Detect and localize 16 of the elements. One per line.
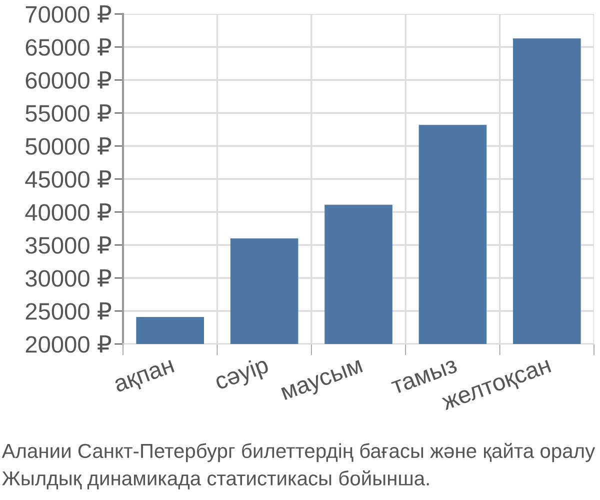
y-tick-label: 25000 ₽: [26, 302, 112, 320]
y-tick-label: 60000 ₽: [26, 71, 112, 89]
y-tick-label: 40000 ₽: [25, 203, 112, 221]
y-tick-label: 65000 ₽: [26, 38, 112, 56]
y-tick-label: 30000 ₽: [26, 269, 112, 287]
x-tick-label: ақпан: [114, 360, 176, 397]
y-tick-label: 50000 ₽: [26, 137, 112, 155]
y-tick-label: 45000 ₽: [25, 170, 112, 188]
y-tick-label: 35000 ₽: [26, 236, 112, 254]
text: Жылдық динамикада статистикасы бойынша.: [2, 470, 429, 490]
y-tick-label: 55000 ₽: [26, 104, 112, 122]
y-tick-label: 20000 ₽: [26, 335, 112, 353]
text: Алании Санкт-Петербург билеттердің бағасы және қайта оралу: [2, 442, 596, 462]
x-tick-label: маусым: [281, 360, 364, 405]
x-tick-label: сәуір: [213, 355, 271, 394]
y-tick-label: 70000 ₽: [26, 5, 112, 23]
